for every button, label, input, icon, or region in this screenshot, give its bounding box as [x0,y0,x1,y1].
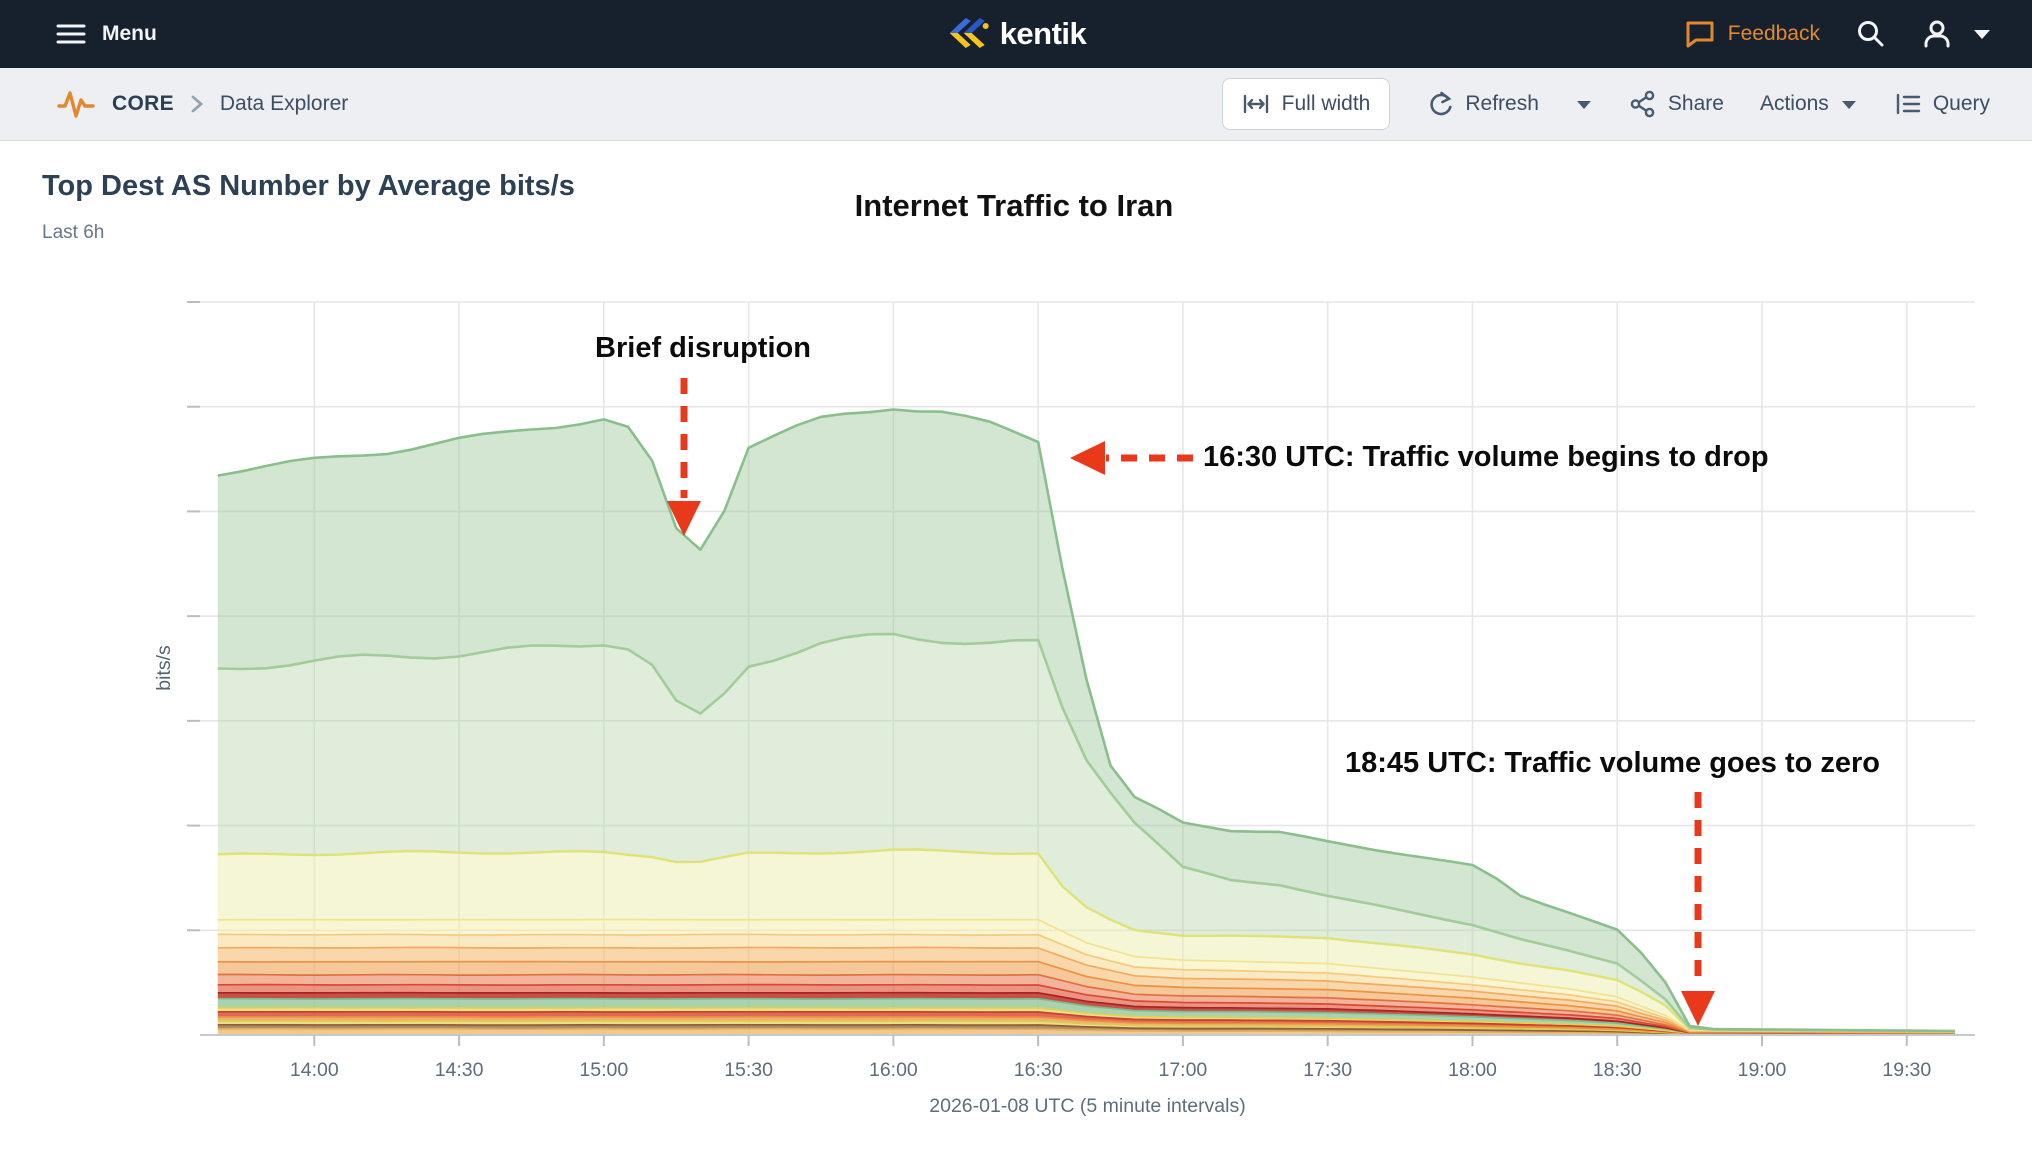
refresh-button[interactable]: Refresh [1426,90,1539,118]
svg-text:15:30: 15:30 [724,1059,773,1081]
feedback-button[interactable]: Feedback [1684,19,1820,49]
breadcrumb-core[interactable]: CORE [112,92,174,115]
kentik-logo[interactable]: kentik [946,0,1087,68]
user-menu[interactable] [1920,17,1992,51]
menu-button[interactable]: Menu [56,0,157,68]
svg-text:19:00: 19:00 [1738,1059,1787,1081]
time-range-label: Last 6h [42,222,105,243]
page-title: Top Dest AS Number by Average bits/s [42,170,575,202]
full-width-button[interactable]: Full width [1221,78,1391,130]
breadcrumb-chevron-icon [190,94,204,114]
share-label: Share [1667,92,1724,115]
hamburger-icon [56,22,86,46]
svg-text:16:30: 16:30 [1014,1059,1063,1081]
breadcrumb-bar: CORE Data Explorer Full width Refresh [0,68,2032,141]
annotation-traffic-zero: 18:45 UTC: Traffic volume goes to zero [1345,747,1881,779]
top-nav-actions: Feedback [1684,0,1992,68]
full-width-label: Full width [1281,92,1371,115]
annotation-traffic-drop: 16:30 UTC: Traffic volume begins to drop [1203,441,1769,473]
annotation-brief-disruption: Brief disruption [595,332,811,364]
kentik-logo-icon [946,14,990,54]
refresh-label: Refresh [1465,92,1539,115]
brand-name: kentik [999,16,1087,51]
share-icon [1629,90,1657,118]
svg-text:18:30: 18:30 [1593,1059,1642,1081]
actions-button[interactable]: Actions [1760,92,1858,116]
svg-text:17:00: 17:00 [1158,1059,1207,1081]
svg-text:2026-01-08 UTC (5 minute inter: 2026-01-08 UTC (5 minute intervals) [929,1095,1245,1117]
user-icon [1920,17,1954,51]
full-width-icon [1242,93,1270,115]
refresh-dropdown-caret[interactable] [1575,99,1593,110]
search-icon[interactable] [1854,18,1886,50]
svg-text:18:00: 18:00 [1448,1059,1497,1081]
share-button[interactable]: Share [1629,90,1724,118]
svg-text:15:00: 15:00 [579,1059,628,1081]
actions-label: Actions [1759,92,1829,115]
chart-title: Internet Traffic to Iran [854,188,1174,223]
query-label: Query [1932,92,1990,115]
feedback-label: Feedback [1727,22,1820,45]
breadcrumb-data-explorer[interactable]: Data Explorer [219,92,349,115]
menu-label: Menu [102,22,157,45]
feedback-bubble-icon [1684,19,1716,49]
svg-text:16:00: 16:00 [869,1059,918,1081]
svg-text:14:30: 14:30 [435,1059,484,1081]
actions-dropdown-caret [1840,99,1858,110]
refresh-icon [1426,90,1454,118]
breadcrumb: CORE Data Explorer [56,68,348,140]
pulse-icon [56,86,96,122]
svg-text:bits/s: bits/s [153,645,175,691]
query-icon [1894,91,1922,117]
query-button[interactable]: Query [1894,91,1990,117]
top-nav-bar: Menu kentik Feedback [0,0,2032,68]
svg-text:17:30: 17:30 [1303,1059,1352,1081]
svg-text:14:00: 14:00 [290,1059,339,1081]
svg-text:19:30: 19:30 [1882,1059,1931,1081]
chevron-down-icon [1972,28,1992,40]
toolbar-actions: Full width Refresh Share Actions [1221,68,1990,140]
